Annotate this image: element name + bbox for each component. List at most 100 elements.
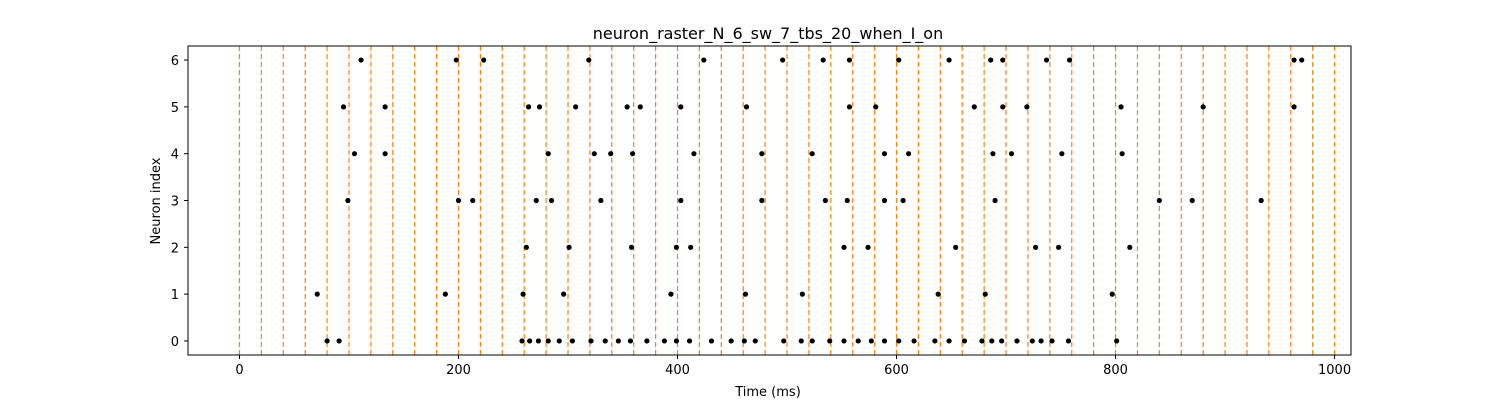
spike-point — [846, 104, 853, 110]
spike-point — [602, 338, 608, 344]
spike-point — [548, 197, 555, 204]
spike-point — [686, 338, 693, 344]
spike-point — [1024, 104, 1030, 110]
x-tick-label: 800 — [1103, 363, 1128, 378]
y-tick-label: 3 — [171, 195, 179, 210]
spike-point — [535, 338, 542, 344]
spike-point — [351, 151, 358, 157]
spike-point — [820, 57, 826, 63]
spike-point — [314, 291, 320, 297]
spike-point — [865, 244, 871, 250]
spike-point — [340, 104, 347, 110]
y-tick-label: 0 — [171, 335, 179, 350]
spike-point — [844, 197, 850, 204]
spike-point — [900, 197, 906, 204]
spike-point — [661, 338, 667, 344]
spike-point — [1258, 197, 1264, 204]
spike-point — [868, 338, 874, 344]
spike-point — [1066, 57, 1073, 63]
y-tick-label: 5 — [171, 101, 179, 116]
spike-point — [453, 57, 459, 63]
spike-point — [1114, 338, 1120, 344]
x-axis-label: Time (ms) — [734, 385, 801, 400]
spike-point — [624, 104, 630, 110]
spike-point — [637, 104, 643, 110]
spike-point — [992, 197, 998, 204]
spike-point — [953, 244, 959, 250]
spike-point — [932, 338, 938, 344]
spike-point — [1118, 104, 1124, 110]
spike-point — [905, 151, 912, 157]
spike-point — [566, 244, 572, 250]
spike-point — [799, 291, 805, 297]
spike-point — [536, 104, 543, 110]
plot-frame — [187, 45, 1352, 356]
spike-point — [627, 338, 634, 344]
spike-point — [701, 57, 707, 63]
spike-point — [644, 338, 650, 344]
spike-point — [728, 338, 734, 344]
spike-point — [809, 151, 815, 157]
spike-point — [345, 197, 351, 204]
spike-point — [988, 57, 994, 63]
spike-point — [781, 338, 787, 344]
spike-point — [911, 338, 917, 344]
y-tick-label: 1 — [171, 288, 179, 303]
spike-point — [1014, 338, 1020, 344]
spike-point — [455, 197, 462, 204]
spike-point — [556, 338, 562, 344]
spike-point — [741, 338, 747, 344]
spike-point — [1008, 151, 1015, 157]
x-tick-label: 0 — [235, 363, 243, 378]
spike-point — [324, 338, 330, 344]
x-ticks: 0 200 400 600 800 1000 — [235, 355, 1351, 378]
spike-point — [971, 104, 977, 110]
spike-point — [982, 291, 988, 297]
spike-point — [798, 338, 804, 344]
spike-point — [523, 244, 529, 250]
spike-point — [1127, 244, 1133, 250]
spike-point — [668, 291, 674, 297]
spike-point — [780, 57, 786, 63]
spike-point — [708, 338, 715, 344]
spike-point — [481, 57, 487, 63]
spike-point — [1200, 104, 1206, 110]
spike-point — [896, 338, 902, 344]
spike-point — [1043, 57, 1050, 63]
spike-point — [598, 197, 604, 204]
spike-point — [688, 244, 694, 250]
y-axis-label: Neuron index — [149, 157, 164, 244]
spike-point — [873, 104, 879, 110]
spike-point — [608, 151, 614, 157]
spike-point — [545, 151, 551, 157]
spike-point — [881, 151, 888, 157]
spike-point — [1119, 151, 1125, 157]
spike-point — [673, 338, 680, 344]
spike-point — [759, 151, 765, 157]
spike-point — [1109, 291, 1115, 297]
spike-point — [525, 104, 532, 110]
spike-point — [520, 291, 526, 297]
spike-point — [691, 151, 697, 157]
spike-point — [533, 197, 539, 204]
spike-point — [586, 57, 592, 63]
spike-point — [989, 338, 995, 344]
spike-point — [1299, 57, 1305, 63]
spike-point — [382, 104, 388, 110]
spike-point — [569, 338, 575, 344]
spike-point — [358, 57, 364, 63]
spike-point — [742, 291, 749, 297]
spike-point — [1291, 104, 1297, 110]
spike-point — [1189, 197, 1195, 204]
vlines-layer — [238, 46, 1336, 355]
spike-point — [990, 151, 996, 157]
spike-point — [630, 151, 636, 157]
spike-point — [881, 338, 888, 344]
spike-point — [1029, 338, 1035, 344]
spike-point — [561, 291, 567, 297]
spike-point — [961, 338, 968, 344]
spike-point — [881, 197, 888, 204]
y-ticks: 0 1 2 3 4 5 6 — [171, 54, 188, 350]
spike-point — [573, 104, 579, 110]
